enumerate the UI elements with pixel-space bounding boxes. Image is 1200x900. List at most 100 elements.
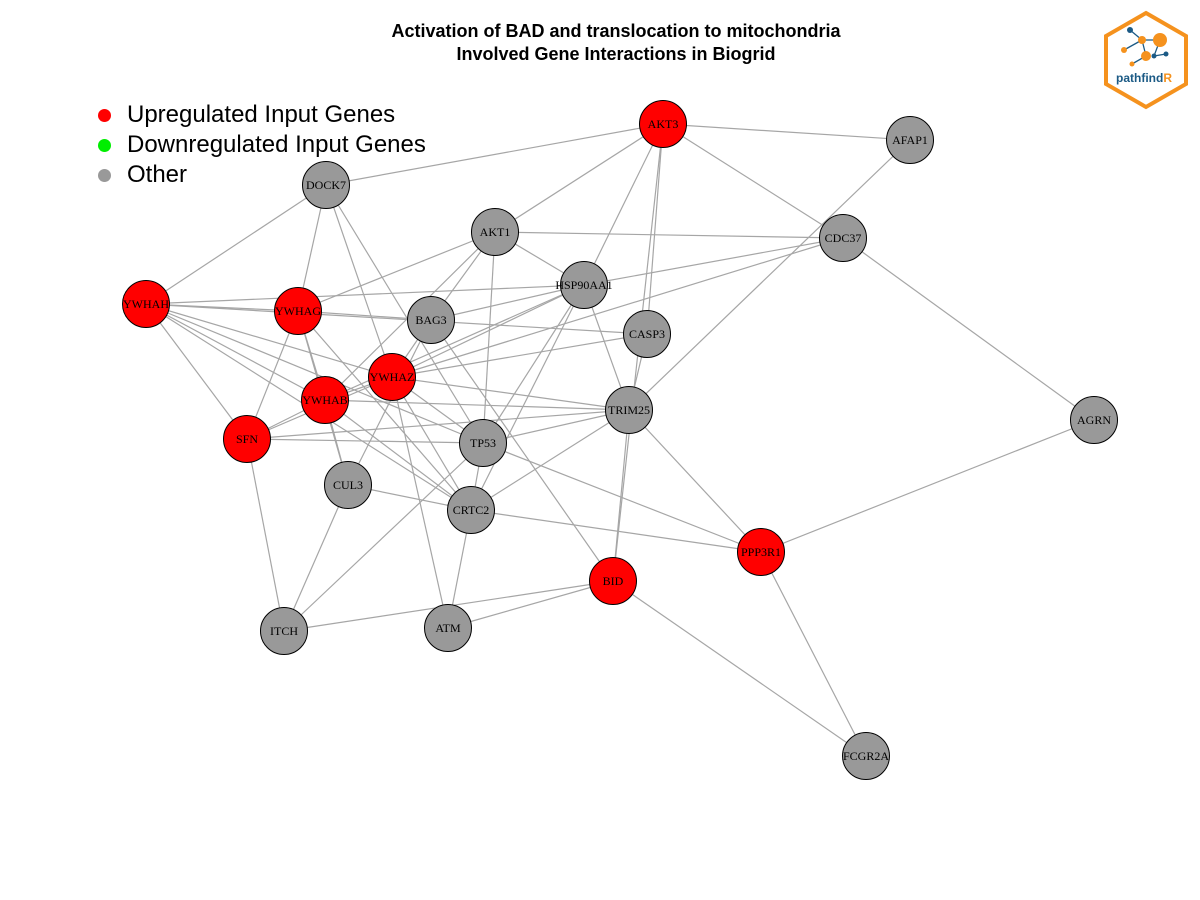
- node-ywhag[interactable]: YWHAG: [274, 287, 322, 335]
- edge-bag3-bid: [430, 319, 614, 582]
- node-dock7[interactable]: DOCK7: [302, 161, 350, 209]
- edge-ywhab-crtc2: [324, 399, 472, 511]
- edge-akt1-tp53: [482, 231, 496, 444]
- edge-ywhab-trim25: [324, 399, 630, 411]
- edge-hsp90aa1-ywhab: [324, 284, 585, 401]
- edge-sfn-tp53: [246, 438, 484, 444]
- node-circle[interactable]: [605, 386, 653, 434]
- edge-akt3-akt1: [494, 123, 664, 233]
- svg-text:pathfindR: pathfindR: [1116, 71, 1172, 85]
- node-crtc2[interactable]: CRTC2: [447, 486, 495, 534]
- node-circle[interactable]: [368, 353, 416, 401]
- edge-agrn-ppp3r1: [760, 419, 1095, 553]
- legend-item-other: Other: [98, 160, 426, 190]
- edge-trim25-sfn: [246, 409, 630, 440]
- node-ywhaz[interactable]: YWHAZ: [368, 353, 416, 401]
- node-circle[interactable]: [623, 310, 671, 358]
- node-circle[interactable]: [301, 376, 349, 424]
- node-sfn[interactable]: SFN: [223, 415, 271, 463]
- pathfindr-logo: pathfindR: [1104, 10, 1188, 110]
- edge-akt1-cdc37: [494, 231, 844, 239]
- node-ywhab[interactable]: YWHAB: [301, 376, 349, 424]
- node-trim25[interactable]: TRIM25: [605, 386, 653, 434]
- edge-ppp3r1-fcgr2a: [760, 551, 867, 757]
- node-label: TRIM25: [608, 403, 650, 417]
- node-circle[interactable]: [589, 557, 637, 605]
- node-label: ATM: [435, 621, 461, 635]
- node-circle[interactable]: [842, 732, 890, 780]
- node-label: PPP3R1: [741, 545, 781, 559]
- node-circle[interactable]: [1070, 396, 1118, 444]
- node-circle[interactable]: [302, 161, 350, 209]
- legend-label-other: Other: [127, 161, 188, 188]
- edge-casp3-ywhaz: [391, 333, 648, 378]
- node-label: YWHAZ: [370, 370, 415, 384]
- node-circle[interactable]: [424, 604, 472, 652]
- node-label: YWHAB: [302, 393, 347, 407]
- node-afap1[interactable]: AFAP1: [886, 116, 934, 164]
- node-label: CRTC2: [453, 503, 490, 517]
- node-circle[interactable]: [223, 415, 271, 463]
- chart-title-line1: Activation of BAD and translocation to m…: [391, 21, 841, 41]
- node-circle[interactable]: [274, 287, 322, 335]
- node-atm[interactable]: ATM: [424, 604, 472, 652]
- edge-cdc37-ywhaz: [391, 237, 844, 378]
- node-label: CUL3: [333, 478, 363, 492]
- legend-item-down: Downregulated Input Genes: [98, 130, 426, 160]
- node-circle[interactable]: [407, 296, 455, 344]
- node-circle[interactable]: [819, 214, 867, 262]
- edge-akt1-ywhag: [297, 231, 496, 312]
- node-hsp90aa1[interactable]: HSP90AA1: [555, 261, 613, 309]
- node-bag3[interactable]: BAG3: [407, 296, 455, 344]
- node-cdc37[interactable]: CDC37: [819, 214, 867, 262]
- edge-crtc2-ppp3r1: [470, 509, 762, 553]
- node-casp3[interactable]: CASP3: [623, 310, 671, 358]
- edge-ywhaz-trim25: [391, 376, 630, 411]
- node-circle[interactable]: [260, 607, 308, 655]
- edge-sfn-itch: [246, 438, 285, 632]
- edge-akt3-hsp90aa1: [583, 123, 664, 286]
- node-circle[interactable]: [737, 528, 785, 576]
- edge-hsp90aa1-ywhaz: [391, 284, 585, 378]
- node-bid[interactable]: BID: [589, 557, 637, 605]
- node-label: TP53: [470, 436, 496, 450]
- legend-dot-up: [98, 108, 111, 122]
- node-circle[interactable]: [471, 208, 519, 256]
- edge-hsp90aa1-bag3: [430, 284, 585, 321]
- edge-trim25-tp53: [482, 409, 630, 444]
- edge-hsp90aa1-ywhah: [145, 284, 585, 305]
- edge-bid-fcgr2a: [612, 580, 867, 757]
- legend-dot-down: [98, 138, 111, 152]
- node-label: AFAP1: [892, 133, 928, 147]
- node-ywhah[interactable]: YWHAH: [122, 280, 170, 328]
- edge-cul3-itch: [283, 484, 349, 632]
- node-circle[interactable]: [324, 461, 372, 509]
- legend-label-up: Upregulated Input Genes: [127, 101, 396, 128]
- node-label: AKT1: [480, 225, 511, 239]
- node-label: YWHAG: [275, 304, 321, 318]
- node-circle[interactable]: [560, 261, 608, 309]
- node-layer: AKT3 AFAP1 DOCK7 AKT1 CDC37 HSP90AA1 YWHAH YWHA…: [122, 100, 1118, 780]
- node-circle[interactable]: [886, 116, 934, 164]
- node-itch[interactable]: ITCH: [260, 607, 308, 655]
- node-akt1[interactable]: AKT1: [471, 208, 519, 256]
- edge-hsp90aa1-tp53: [482, 284, 585, 444]
- node-circle[interactable]: [122, 280, 170, 328]
- node-ppp3r1[interactable]: PPP3R1: [737, 528, 785, 576]
- node-circle[interactable]: [639, 100, 687, 148]
- node-circle[interactable]: [459, 419, 507, 467]
- node-cul3[interactable]: CUL3: [324, 461, 372, 509]
- node-label: BAG3: [415, 313, 446, 327]
- node-akt3[interactable]: AKT3: [639, 100, 687, 148]
- node-tp53[interactable]: TP53: [459, 419, 507, 467]
- node-circle[interactable]: [447, 486, 495, 534]
- node-agrn[interactable]: AGRN: [1070, 396, 1118, 444]
- edge-ywhag-crtc2: [297, 310, 472, 511]
- edge-hsp90aa1-crtc2: [470, 284, 585, 511]
- legend-label-down: Downregulated Input Genes: [127, 131, 426, 158]
- logo-text-main: pathfind: [1116, 71, 1163, 85]
- edge-ywhah-tp53: [145, 303, 484, 444]
- edge-afap1-trim25: [628, 139, 911, 411]
- edge-layer: [145, 123, 1095, 757]
- node-fcgr2a[interactable]: FCGR2A: [842, 732, 890, 780]
